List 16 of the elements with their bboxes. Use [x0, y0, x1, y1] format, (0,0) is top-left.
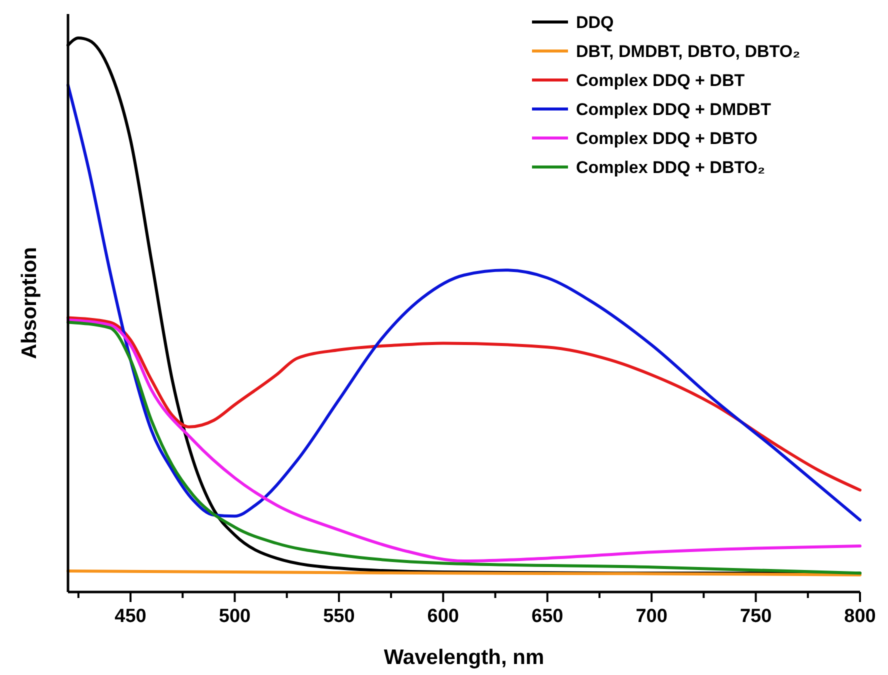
- y-axis-title: Absorption: [18, 247, 41, 359]
- x-tick-label: 500: [218, 606, 251, 627]
- x-axis-title: Wavelength, nm: [384, 646, 544, 669]
- x-tick-label: 550: [323, 606, 355, 627]
- legend-label: Complex DDQ + DMDBT: [576, 100, 772, 119]
- x-tick-label: 650: [532, 606, 564, 627]
- legend-label: DDQ: [576, 13, 614, 32]
- x-tick-label: 700: [636, 606, 668, 627]
- legend-label: DBT, DMDBT, DBTO, DBTO₂: [576, 42, 800, 61]
- x-tick-label: 800: [844, 606, 876, 627]
- x-tick-label: 600: [427, 606, 460, 627]
- legend-label: Complex DDQ + DBTO₂: [576, 158, 766, 177]
- x-tick-label: 750: [740, 606, 772, 627]
- legend-label: Complex DDQ + DBTO: [576, 129, 758, 148]
- x-tick-label: 450: [114, 606, 146, 627]
- legend-label: Complex DDQ + DBT: [576, 71, 746, 90]
